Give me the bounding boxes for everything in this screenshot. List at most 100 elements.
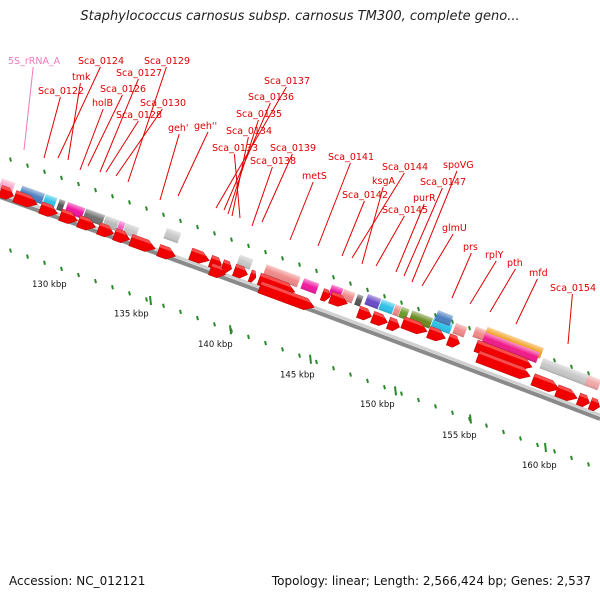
leader-line (67, 82, 81, 161)
leader-line (57, 66, 101, 159)
gene-label: Sca_0128 (116, 110, 162, 121)
feature-band-shine (434, 310, 454, 327)
feature-band-shine (18, 185, 45, 205)
feature-band (584, 375, 600, 391)
gene-label: glmU (442, 223, 467, 234)
gene-arrow-shape (12, 190, 38, 208)
gene-label: 5S_rRNA_A (8, 56, 61, 67)
leader-line (79, 108, 104, 171)
leader-line (515, 278, 538, 325)
gene-arrow (96, 222, 114, 238)
feature-band (408, 310, 434, 329)
gene-label: Sca_0136 (248, 92, 294, 103)
gene-label: Sca_0130 (140, 98, 186, 109)
gene-arrow (385, 316, 400, 332)
gene-arrow-shape (76, 215, 96, 231)
gene-arrow (319, 288, 331, 302)
scale-label: 130 kbp (32, 280, 67, 290)
gene-arrow-shine (79, 215, 93, 224)
gene-label: holB (92, 98, 113, 109)
leader-line (99, 78, 139, 173)
scale-label: 160 kbp (522, 461, 557, 471)
scale-label: 140 kbp (198, 340, 233, 350)
gene-arrow-shine (235, 264, 246, 271)
gene-label: Sca_0141 (328, 152, 374, 163)
gene-arrow (128, 234, 156, 252)
gene-arrow (58, 208, 78, 224)
gene-arrow (554, 384, 578, 401)
gene-label: pth (507, 258, 523, 269)
gene-arrow-shine (41, 201, 55, 210)
gene-arrow-shape (96, 222, 114, 238)
gene-label: Sca_0139 (270, 143, 316, 154)
feature-band-shine (452, 322, 468, 338)
gene-label: Sca_0137 (264, 76, 310, 87)
leader-line (23, 66, 34, 151)
gene-arrow-shine (260, 281, 312, 303)
gene-arrow (156, 244, 176, 260)
leader-line (227, 119, 259, 215)
feature-band (64, 202, 86, 219)
gene-label: Sca_0144 (382, 162, 428, 173)
tick-marks-upper (9, 157, 590, 376)
gene-arrow-shine (478, 350, 528, 372)
leader-line (159, 133, 180, 201)
feature-band-shine (392, 304, 402, 317)
scale-label: 150 kbp (360, 400, 395, 410)
feature-band (398, 306, 410, 320)
gene-arrow-shape (38, 201, 58, 217)
gene-arrow-shine (99, 222, 112, 230)
gene-arrow-shine (159, 244, 173, 253)
gene-label: Sca_0126 (100, 84, 146, 95)
gene-label: geh'' (194, 121, 217, 132)
scale-label: 135 kbp (114, 309, 149, 319)
gene-arrow-shine (191, 248, 207, 257)
gene-arrow (0, 185, 14, 200)
gene-label: ksgA (372, 176, 395, 187)
feature-band (364, 293, 382, 310)
gene-arrow-shine (61, 209, 75, 217)
gene-label: Sca_0124 (78, 56, 124, 67)
feature-band-shine (472, 326, 488, 342)
gene-label: Sca_0129 (144, 56, 190, 67)
accession-text: Accession: NC_012121 (9, 574, 146, 588)
leader-line (317, 162, 351, 247)
leader-line (411, 170, 458, 283)
feature-band-shine (82, 208, 106, 226)
gene-label: Sca_0147 (420, 177, 466, 188)
leader-line (421, 233, 454, 287)
gene-label: geh' (168, 123, 189, 134)
feature-band-shine (584, 375, 600, 391)
leader-line (289, 181, 314, 241)
feature-band (452, 322, 468, 338)
feature-band (481, 332, 540, 363)
leader-line (567, 293, 573, 345)
feature-band-shine (56, 199, 66, 212)
gene-arrow-shape (112, 228, 130, 244)
gene-label: Sca_0133 (212, 143, 258, 154)
gene-arrow-shine (533, 373, 556, 385)
tick-marks-lower (9, 248, 590, 467)
leader-line (105, 120, 139, 173)
gene-arrow (445, 333, 460, 348)
gene-label: Sca_0154 (550, 283, 596, 294)
gene-arrow (208, 263, 226, 278)
gene-arrow-shine (579, 393, 589, 400)
gene-arrow-shape (156, 244, 176, 260)
gene-arrow-shape (370, 311, 388, 326)
gene-arrow-shine (403, 316, 425, 328)
gene-arrow (587, 397, 600, 412)
gene-arrow-shine (389, 317, 399, 324)
genome-summary-text: Topology: linear; Length: 2,566,424 bp; … (271, 574, 591, 588)
gene-arrow-shine (359, 306, 370, 313)
leader-line (395, 203, 425, 273)
gene-arrow (426, 326, 446, 342)
gene-arrow-shine (429, 326, 443, 335)
gene-arrow-shine (331, 291, 345, 300)
gene-arrow-shine (557, 384, 575, 394)
leader-line (87, 94, 123, 167)
feature-band (378, 299, 396, 315)
feature-band-shine (378, 299, 396, 315)
gene-arrow (473, 339, 533, 370)
